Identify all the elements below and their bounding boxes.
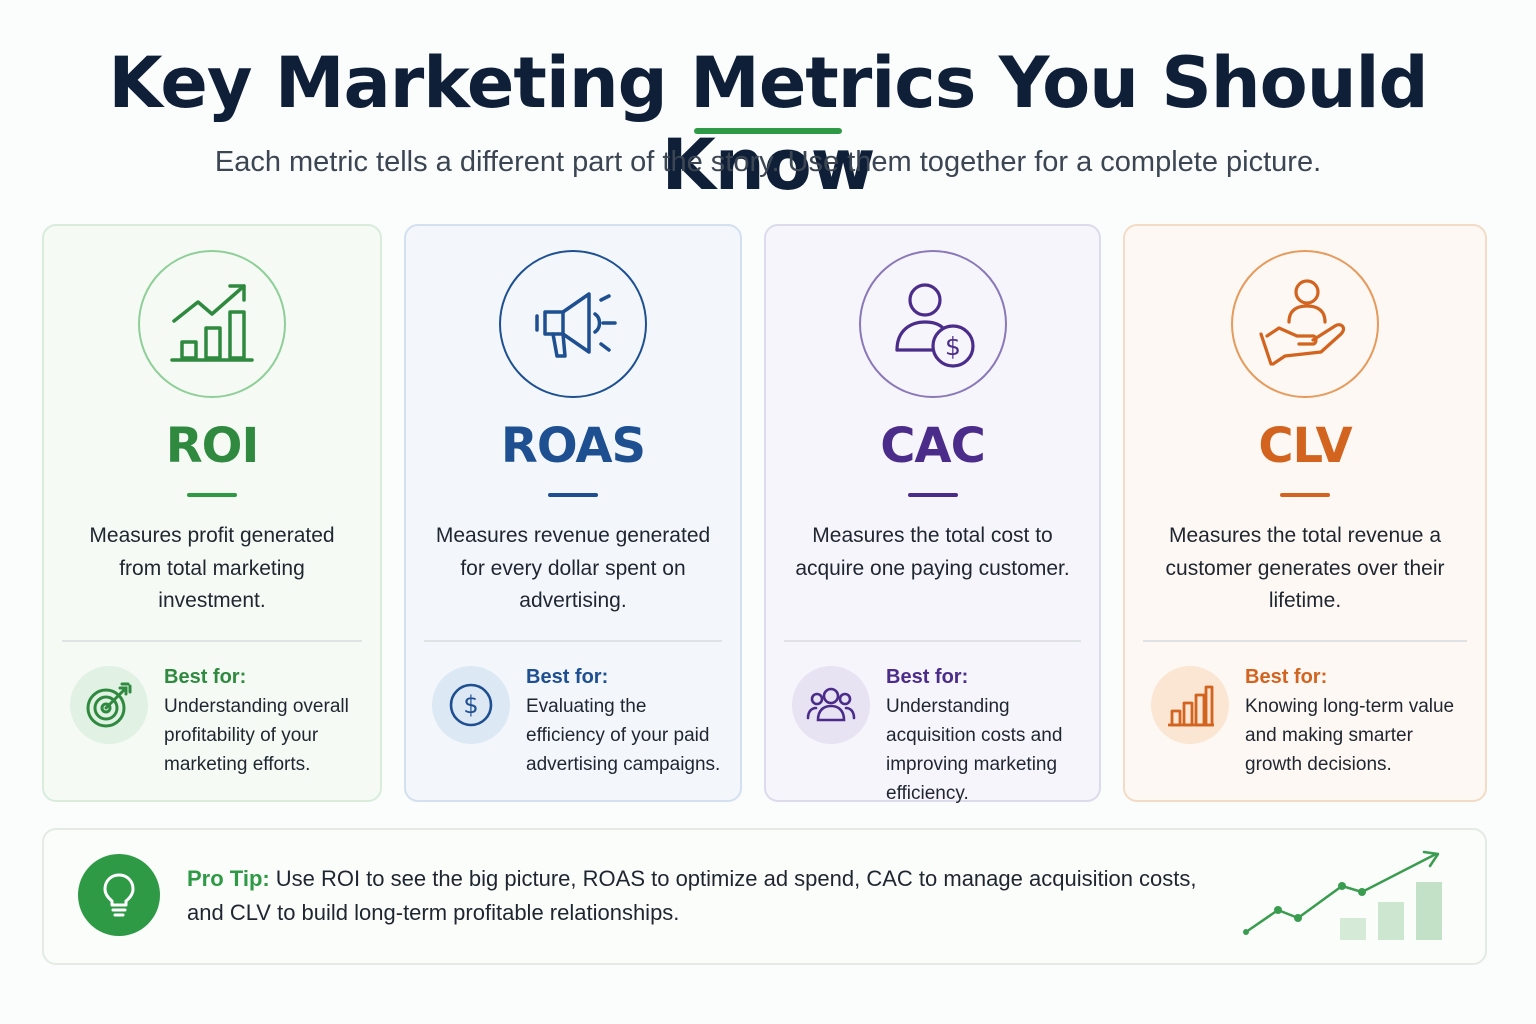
best-for-label: Best for: <box>886 666 969 688</box>
best-for-text: Understanding acquisition costs and impr… <box>886 696 1063 804</box>
pro-tip-banner: Pro Tip: Use ROI to see the big picture, … <box>42 828 1487 965</box>
svg-text:$: $ <box>945 332 961 361</box>
best-for-label: Best for: <box>164 666 247 688</box>
metric-description: Measures profit generated from total mar… <box>89 524 335 612</box>
name-underline <box>907 493 958 497</box>
svg-text:$: $ <box>463 691 478 719</box>
name-underline <box>548 493 598 497</box>
metric-description: Measures the total cost to acquire one p… <box>795 524 1070 580</box>
user-dollar-icon: $ <box>858 250 1007 398</box>
best-for-text: Understanding overall profitability of y… <box>164 696 349 775</box>
metric-card-cac: $ CAC Measures the total cost to acquire… <box>764 224 1101 804</box>
metric-description: Measures revenue generated for every dol… <box>435 524 711 612</box>
trend-chart-icon <box>1240 844 1455 959</box>
name-underline <box>187 493 237 497</box>
metric-name: CAC <box>880 418 986 474</box>
name-underline <box>1280 493 1330 497</box>
card-divider <box>784 640 1081 642</box>
best-for-text: Evaluating the efficiency of your paid a… <box>526 696 721 775</box>
metric-card-roi: ROI Measures profit generated from total… <box>42 224 382 802</box>
growth-chart-icon <box>138 250 286 398</box>
hand-user-icon <box>1231 250 1379 398</box>
pro-tip-label: Pro Tip: <box>187 866 270 891</box>
metric-card-clv: CLV Measures the total revenue a custome… <box>1123 224 1487 802</box>
target-icon <box>70 666 148 744</box>
metric-card-roas: ROAS Measures revenue generated for ever… <box>404 224 742 802</box>
card-divider <box>62 640 362 642</box>
card-divider <box>424 640 722 642</box>
title-underline <box>694 128 842 134</box>
best-for-text: Knowing long-term value and making smart… <box>1245 696 1455 775</box>
pro-tip-body: Use ROI to see the big picture, ROAS to … <box>187 866 1197 925</box>
bar-chart-icon <box>1151 666 1229 744</box>
megaphone-icon <box>499 250 647 398</box>
pro-tip-text: Pro Tip: Use ROI to see the big picture, … <box>187 862 1227 930</box>
metric-description: Measures the total revenue a customer ge… <box>1165 524 1445 612</box>
metric-name: CLV <box>1258 418 1352 474</box>
metric-name: ROAS <box>500 418 646 474</box>
page-subtitle: Each metric tells a different part of th… <box>214 146 1322 178</box>
best-for-label: Best for: <box>526 666 609 688</box>
best-for-label: Best for: <box>1245 666 1328 688</box>
page-title: Key Marketing Metrics You Should Know <box>108 42 1428 206</box>
dollar-coin-icon: $ <box>432 666 510 744</box>
metric-name: ROI <box>165 418 260 474</box>
card-divider <box>1143 640 1467 642</box>
lightbulb-icon <box>78 854 160 936</box>
users-group-icon <box>792 666 870 744</box>
